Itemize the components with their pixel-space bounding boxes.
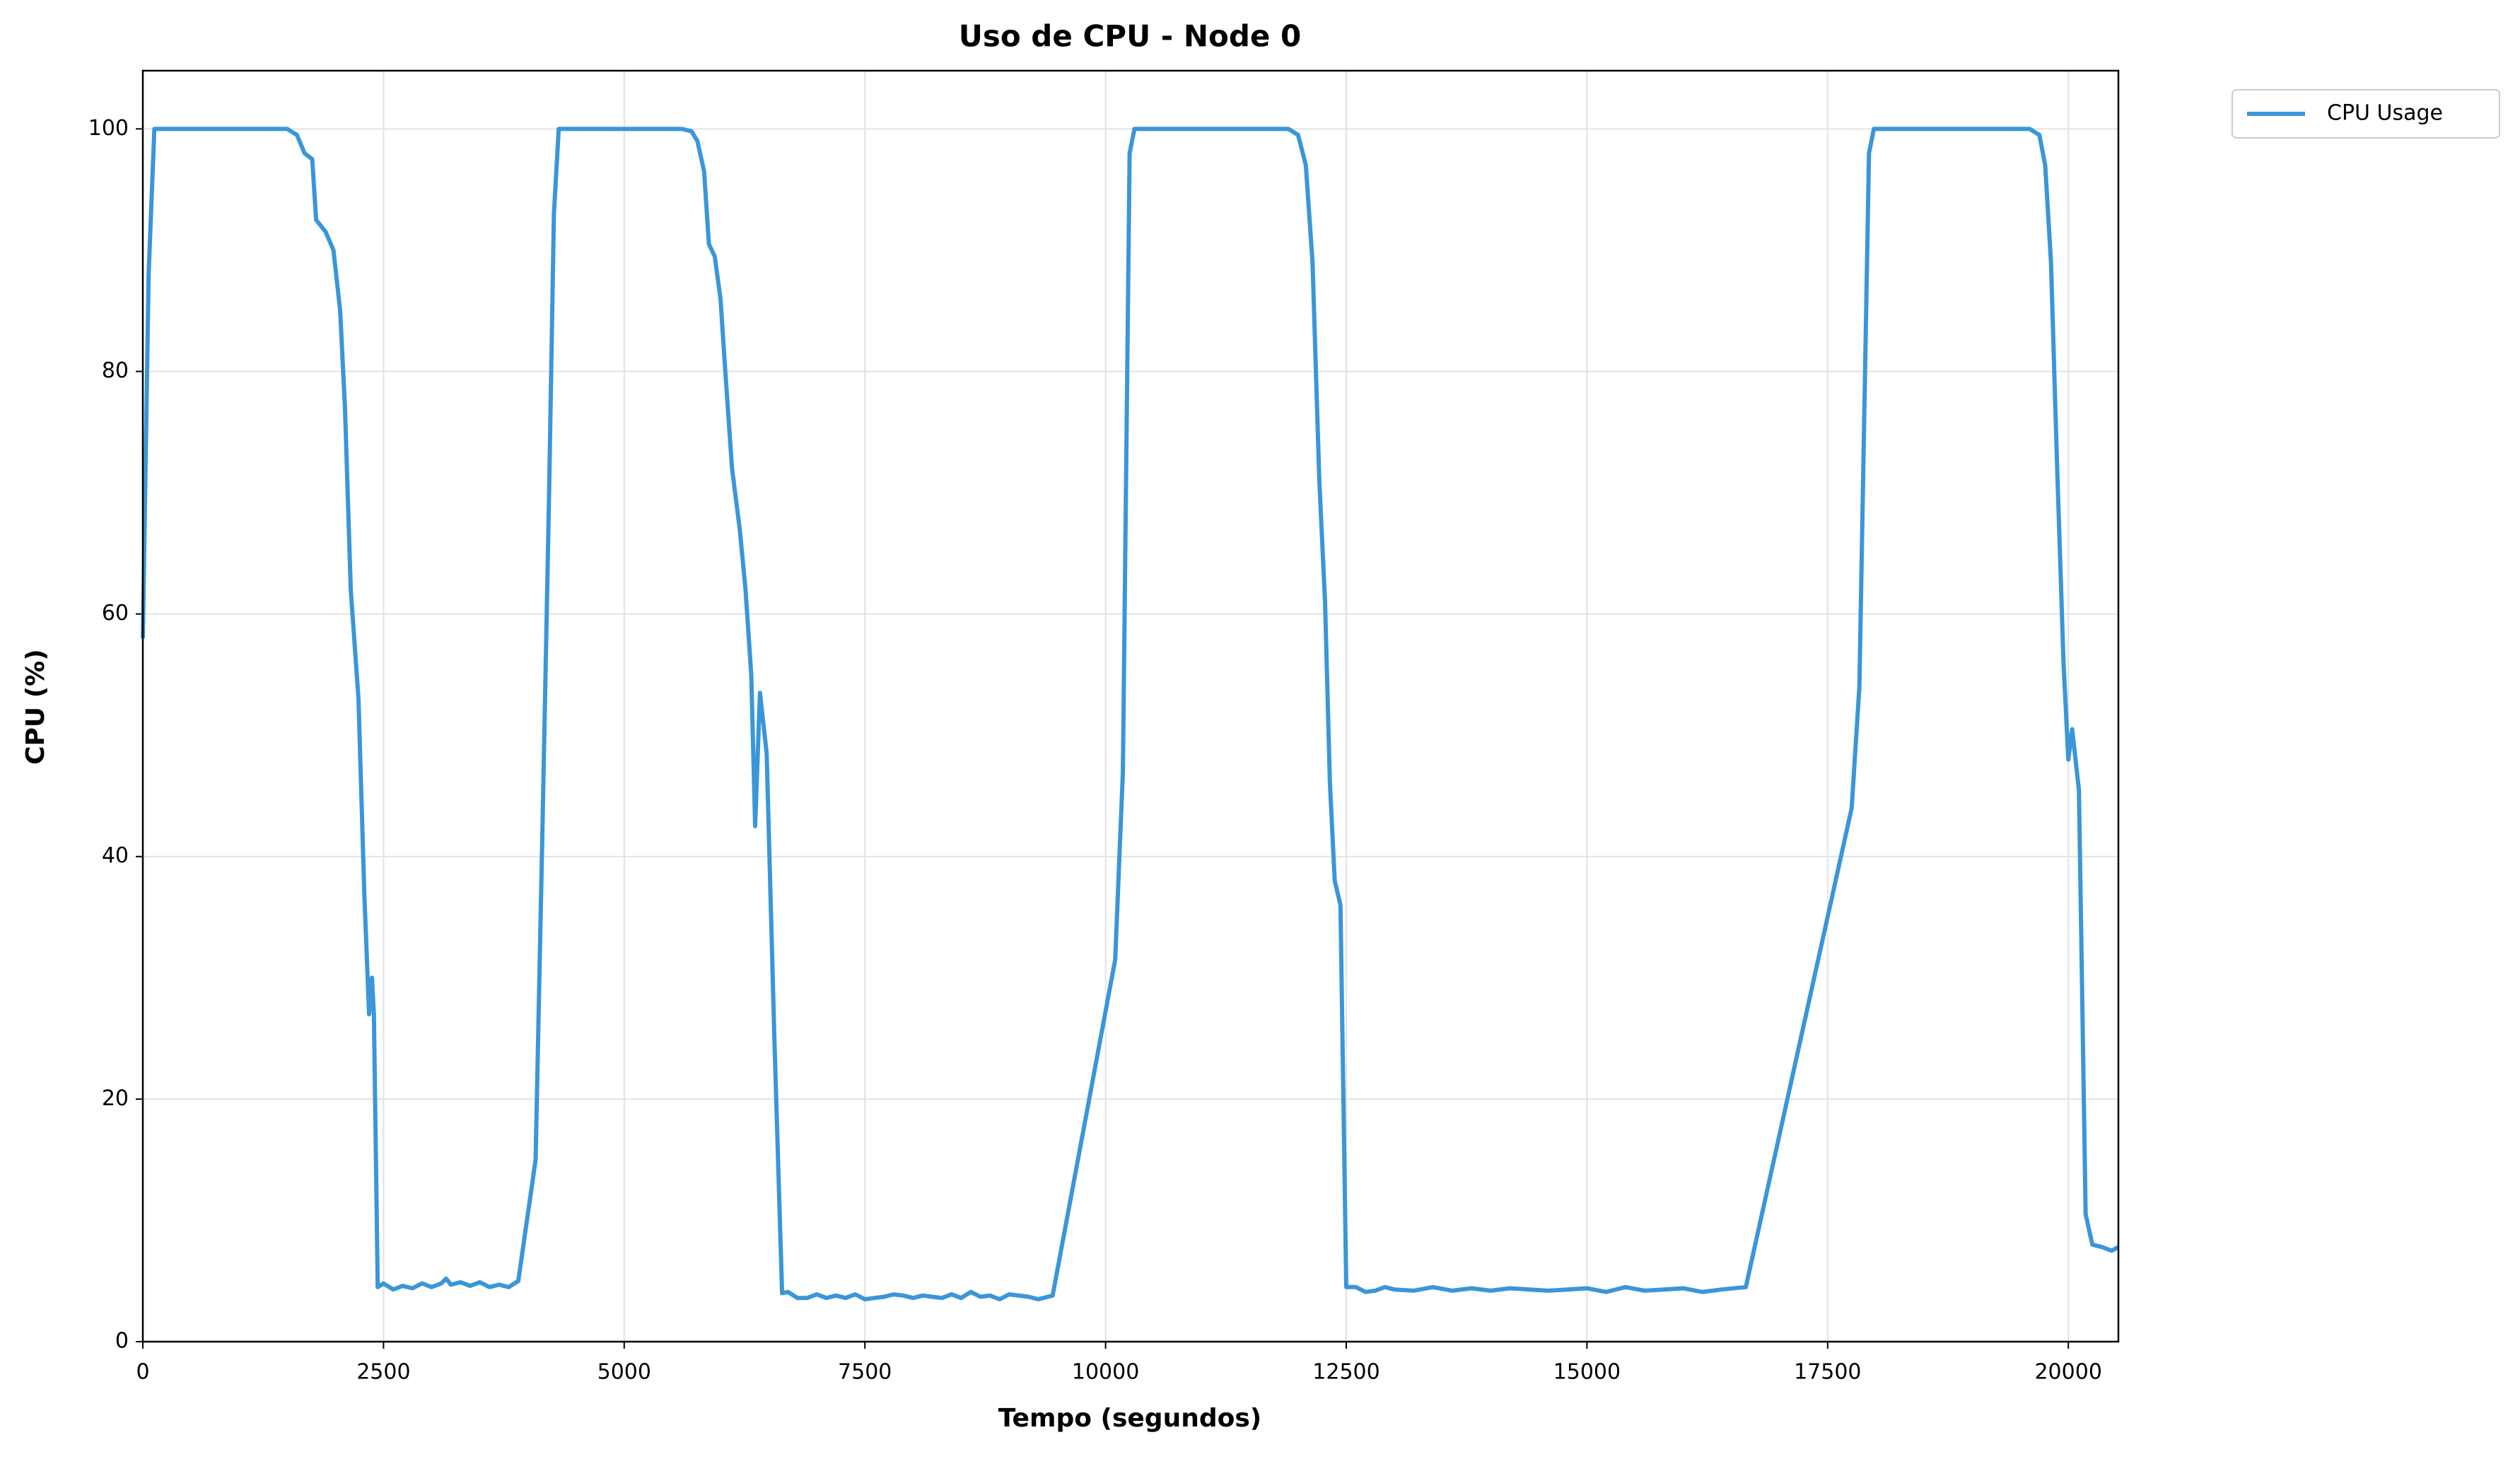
legend-label: CPU Usage [2327,101,2443,126]
y-tick-label: 40 [102,843,129,868]
y-tick-label: 0 [115,1329,129,1354]
y-tick-label: 60 [102,601,129,626]
x-tick-label: 12500 [1312,1360,1379,1385]
y-tick-label: 80 [102,358,129,383]
x-tick-label: 20000 [2034,1360,2101,1385]
y-tick-label: 100 [88,116,129,141]
y-tick-label: 20 [102,1086,129,1111]
x-tick-label: 5000 [597,1360,651,1385]
x-tick-label: 15000 [1553,1360,1621,1385]
chart-title: Uso de CPU - Node 0 [959,19,1302,54]
x-tick-label: 0 [136,1360,149,1385]
x-axis-label: Tempo (segundos) [998,1404,1261,1433]
y-axis-label: CPU (%) [21,649,50,765]
x-tick-label: 2500 [356,1360,410,1385]
x-tick-label: 7500 [838,1360,892,1385]
legend-box [2232,89,2500,139]
x-tick-label: 17500 [1794,1360,1861,1385]
plot-frame [141,69,2120,1343]
x-tick-label: 10000 [1072,1360,1139,1385]
line-series [141,127,2120,1301]
